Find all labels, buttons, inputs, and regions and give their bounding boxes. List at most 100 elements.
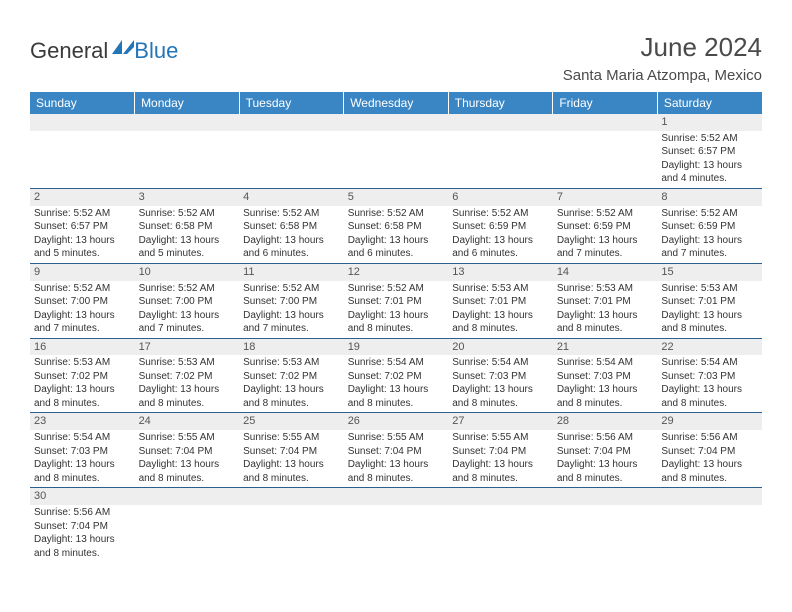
weekday-header: Thursday <box>448 92 553 114</box>
logo-flag-icon <box>112 40 134 54</box>
day-number: 5 <box>344 189 449 206</box>
calendar-cell-empty <box>239 114 344 188</box>
day-info: Sunrise: 5:52 AMSunset: 6:59 PMDaylight:… <box>553 206 658 263</box>
daynum-empty <box>344 488 449 505</box>
calendar-body: 1Sunrise: 5:52 AMSunset: 6:57 PMDaylight… <box>30 114 762 562</box>
calendar-cell-empty <box>135 488 240 562</box>
daynum-empty <box>135 114 240 131</box>
day-info: Sunrise: 5:53 AMSunset: 7:02 PMDaylight:… <box>239 355 344 412</box>
header: General Blue June 2024 Santa Maria Atzom… <box>30 32 762 84</box>
calendar-cell: 22Sunrise: 5:54 AMSunset: 7:03 PMDayligh… <box>657 338 762 413</box>
day-info: Sunrise: 5:54 AMSunset: 7:03 PMDaylight:… <box>657 355 762 412</box>
day-info: Sunrise: 5:54 AMSunset: 7:02 PMDaylight:… <box>344 355 449 412</box>
calendar-cell: 16Sunrise: 5:53 AMSunset: 7:02 PMDayligh… <box>30 338 135 413</box>
calendar-cell: 21Sunrise: 5:54 AMSunset: 7:03 PMDayligh… <box>553 338 658 413</box>
calendar-row: 16Sunrise: 5:53 AMSunset: 7:02 PMDayligh… <box>30 338 762 413</box>
calendar-cell: 14Sunrise: 5:53 AMSunset: 7:01 PMDayligh… <box>553 263 658 338</box>
daynum-empty <box>239 488 344 505</box>
calendar-cell-empty <box>553 488 658 562</box>
day-number: 15 <box>657 264 762 281</box>
calendar-cell: 20Sunrise: 5:54 AMSunset: 7:03 PMDayligh… <box>448 338 553 413</box>
weekday-header-row: SundayMondayTuesdayWednesdayThursdayFrid… <box>30 92 762 114</box>
weekday-header: Tuesday <box>239 92 344 114</box>
daynum-empty <box>135 488 240 505</box>
day-number: 8 <box>657 189 762 206</box>
day-number: 12 <box>344 264 449 281</box>
day-info: Sunrise: 5:56 AMSunset: 7:04 PMDaylight:… <box>553 430 658 487</box>
calendar-cell-empty <box>657 488 762 562</box>
calendar-cell: 27Sunrise: 5:55 AMSunset: 7:04 PMDayligh… <box>448 413 553 488</box>
calendar-cell: 13Sunrise: 5:53 AMSunset: 7:01 PMDayligh… <box>448 263 553 338</box>
calendar-cell: 5Sunrise: 5:52 AMSunset: 6:58 PMDaylight… <box>344 188 449 263</box>
calendar-row: 9Sunrise: 5:52 AMSunset: 7:00 PMDaylight… <box>30 263 762 338</box>
calendar-cell: 19Sunrise: 5:54 AMSunset: 7:02 PMDayligh… <box>344 338 449 413</box>
calendar-cell: 7Sunrise: 5:52 AMSunset: 6:59 PMDaylight… <box>553 188 658 263</box>
day-number: 21 <box>553 339 658 356</box>
day-info: Sunrise: 5:52 AMSunset: 6:58 PMDaylight:… <box>344 206 449 263</box>
weekday-header: Saturday <box>657 92 762 114</box>
day-info: Sunrise: 5:54 AMSunset: 7:03 PMDaylight:… <box>448 355 553 412</box>
logo: General Blue <box>30 32 178 64</box>
day-number: 23 <box>30 413 135 430</box>
calendar-cell: 3Sunrise: 5:52 AMSunset: 6:58 PMDaylight… <box>135 188 240 263</box>
day-info: Sunrise: 5:52 AMSunset: 7:00 PMDaylight:… <box>30 281 135 338</box>
day-number: 4 <box>239 189 344 206</box>
day-info: Sunrise: 5:52 AMSunset: 6:59 PMDaylight:… <box>657 206 762 263</box>
daynum-empty <box>553 114 658 131</box>
daynum-empty <box>448 488 553 505</box>
daynum-empty <box>553 488 658 505</box>
calendar-cell: 23Sunrise: 5:54 AMSunset: 7:03 PMDayligh… <box>30 413 135 488</box>
calendar-cell: 4Sunrise: 5:52 AMSunset: 6:58 PMDaylight… <box>239 188 344 263</box>
day-number: 25 <box>239 413 344 430</box>
calendar-cell-empty <box>553 114 658 188</box>
day-info: Sunrise: 5:54 AMSunset: 7:03 PMDaylight:… <box>553 355 658 412</box>
calendar-cell: 28Sunrise: 5:56 AMSunset: 7:04 PMDayligh… <box>553 413 658 488</box>
daynum-empty <box>448 114 553 131</box>
day-number: 29 <box>657 413 762 430</box>
calendar-cell: 30Sunrise: 5:56 AMSunset: 7:04 PMDayligh… <box>30 488 135 562</box>
day-number: 26 <box>344 413 449 430</box>
day-info: Sunrise: 5:53 AMSunset: 7:01 PMDaylight:… <box>448 281 553 338</box>
day-info: Sunrise: 5:55 AMSunset: 7:04 PMDaylight:… <box>448 430 553 487</box>
weekday-header: Friday <box>553 92 658 114</box>
day-info: Sunrise: 5:52 AMSunset: 6:57 PMDaylight:… <box>657 131 762 188</box>
day-info: Sunrise: 5:56 AMSunset: 7:04 PMDaylight:… <box>657 430 762 487</box>
day-info: Sunrise: 5:55 AMSunset: 7:04 PMDaylight:… <box>135 430 240 487</box>
calendar-row: 23Sunrise: 5:54 AMSunset: 7:03 PMDayligh… <box>30 413 762 488</box>
calendar-cell-empty <box>448 114 553 188</box>
calendar-cell: 29Sunrise: 5:56 AMSunset: 7:04 PMDayligh… <box>657 413 762 488</box>
day-number: 22 <box>657 339 762 356</box>
calendar-cell: 17Sunrise: 5:53 AMSunset: 7:02 PMDayligh… <box>135 338 240 413</box>
calendar-cell: 26Sunrise: 5:55 AMSunset: 7:04 PMDayligh… <box>344 413 449 488</box>
day-info: Sunrise: 5:52 AMSunset: 6:57 PMDaylight:… <box>30 206 135 263</box>
day-info: Sunrise: 5:52 AMSunset: 6:58 PMDaylight:… <box>135 206 240 263</box>
calendar-cell: 1Sunrise: 5:52 AMSunset: 6:57 PMDaylight… <box>657 114 762 188</box>
day-number: 2 <box>30 189 135 206</box>
day-info: Sunrise: 5:56 AMSunset: 7:04 PMDaylight:… <box>30 505 135 562</box>
calendar-row: 1Sunrise: 5:52 AMSunset: 6:57 PMDaylight… <box>30 114 762 188</box>
calendar-cell: 2Sunrise: 5:52 AMSunset: 6:57 PMDaylight… <box>30 188 135 263</box>
calendar-row: 30Sunrise: 5:56 AMSunset: 7:04 PMDayligh… <box>30 488 762 562</box>
day-number: 1 <box>657 114 762 131</box>
page-title: June 2024 <box>563 32 762 63</box>
calendar-cell: 15Sunrise: 5:53 AMSunset: 7:01 PMDayligh… <box>657 263 762 338</box>
calendar-cell: 12Sunrise: 5:52 AMSunset: 7:01 PMDayligh… <box>344 263 449 338</box>
daynum-empty <box>239 114 344 131</box>
weekday-header: Monday <box>135 92 240 114</box>
day-info: Sunrise: 5:55 AMSunset: 7:04 PMDaylight:… <box>239 430 344 487</box>
calendar-cell: 11Sunrise: 5:52 AMSunset: 7:00 PMDayligh… <box>239 263 344 338</box>
calendar-cell-empty <box>344 114 449 188</box>
day-number: 13 <box>448 264 553 281</box>
logo-text-blue: Blue <box>134 38 178 64</box>
day-number: 24 <box>135 413 240 430</box>
calendar-table: SundayMondayTuesdayWednesdayThursdayFrid… <box>30 92 762 562</box>
calendar-cell: 8Sunrise: 5:52 AMSunset: 6:59 PMDaylight… <box>657 188 762 263</box>
day-number: 30 <box>30 488 135 505</box>
calendar-cell: 25Sunrise: 5:55 AMSunset: 7:04 PMDayligh… <box>239 413 344 488</box>
day-info: Sunrise: 5:53 AMSunset: 7:02 PMDaylight:… <box>30 355 135 412</box>
day-number: 10 <box>135 264 240 281</box>
day-number: 27 <box>448 413 553 430</box>
day-number: 7 <box>553 189 658 206</box>
day-info: Sunrise: 5:53 AMSunset: 7:01 PMDaylight:… <box>553 281 658 338</box>
day-info: Sunrise: 5:53 AMSunset: 7:01 PMDaylight:… <box>657 281 762 338</box>
